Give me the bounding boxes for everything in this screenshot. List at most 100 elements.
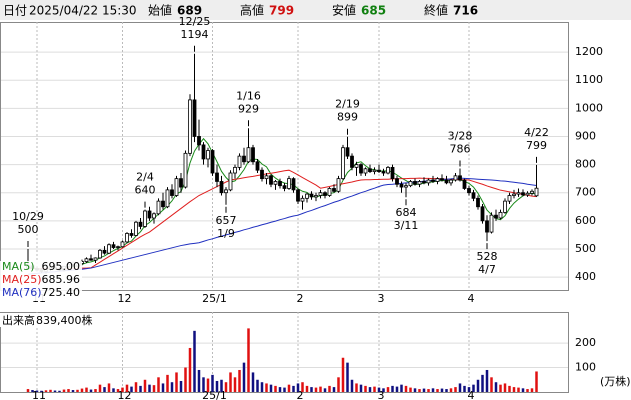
volume-bar — [364, 385, 367, 392]
candle-body — [260, 169, 264, 180]
volume-bar — [485, 369, 489, 392]
volume-bar — [346, 362, 349, 392]
volume-bar — [251, 372, 255, 392]
x-tick-label: 12 — [118, 292, 132, 305]
volume-bar — [422, 388, 426, 392]
volume-bar — [517, 387, 520, 392]
candle-body — [431, 179, 435, 182]
volume-bar — [211, 374, 214, 392]
x-tick-label: 3 — [378, 292, 385, 305]
volume-bar — [242, 362, 246, 392]
volume-bar — [521, 388, 525, 392]
volume-bar — [386, 387, 390, 392]
volume-tick-label: 100 — [575, 361, 596, 374]
volume-bar — [40, 390, 43, 392]
candle-body — [282, 185, 287, 189]
x-tick-label: 2 — [297, 389, 304, 400]
candle-body — [507, 195, 512, 202]
candle-body — [147, 210, 152, 219]
volume-bar — [35, 390, 39, 392]
candle-body — [251, 147, 255, 163]
legend-value: 695.00 — [42, 260, 81, 273]
ma-legend-box — [0, 261, 82, 301]
annotation-value: 929 — [238, 102, 259, 115]
candle-body — [111, 244, 116, 248]
volume-bar — [220, 379, 223, 392]
y-tick-label: 1100 — [575, 73, 603, 86]
high-label: 高値 — [240, 3, 264, 18]
volume-bar — [332, 387, 336, 392]
volume-bar — [76, 389, 79, 392]
candle-body — [165, 189, 170, 208]
x-tick-label: 2 — [297, 292, 304, 305]
candle-body — [395, 178, 399, 185]
candle-body — [440, 178, 444, 181]
candle-body — [161, 200, 165, 208]
volume-bar — [161, 383, 165, 392]
volume-bar — [535, 371, 538, 392]
volume-bar — [193, 330, 196, 392]
volume-latest: 839,400株 — [36, 313, 93, 327]
x-tick-label: 25/1 — [202, 292, 227, 305]
candle-body — [372, 169, 377, 173]
volume-bar — [202, 377, 205, 392]
candle-body — [318, 192, 323, 196]
candle-body — [89, 258, 93, 261]
candle-body — [458, 175, 462, 181]
volume-bar — [427, 389, 430, 392]
candle-body — [233, 166, 237, 174]
annotation-value: 684 — [396, 206, 417, 219]
volume-bar — [499, 384, 502, 392]
volume-bar — [157, 377, 160, 392]
volume-bar — [85, 387, 88, 392]
volume-bar — [44, 390, 48, 392]
candle-body — [120, 241, 125, 248]
candle-body — [93, 257, 98, 261]
volume-bar — [328, 385, 331, 392]
volume-bar — [454, 387, 457, 392]
candle-body — [453, 175, 458, 181]
volume-bar — [481, 374, 484, 392]
y-tick-label: 500 — [575, 242, 596, 255]
volume-bar — [337, 377, 340, 392]
annotation-value: 528 — [477, 250, 498, 263]
volume-bar — [112, 388, 115, 392]
candle-body — [314, 195, 318, 198]
candle-body — [480, 206, 485, 222]
candle-body — [197, 136, 201, 146]
volume-bar — [472, 384, 475, 392]
annotation-value: 786 — [450, 143, 471, 156]
volume-bar — [467, 387, 471, 392]
y-tick-label: 1200 — [575, 45, 603, 58]
volume-bar — [476, 379, 480, 392]
candle-body — [210, 150, 215, 174]
candle-body — [390, 166, 395, 180]
volume-tick-label: 200 — [575, 336, 596, 349]
volume-bar — [292, 385, 295, 392]
volume-bar — [314, 387, 318, 392]
candle-body — [183, 152, 188, 188]
legend-name: MA(5) — [2, 260, 35, 273]
candle-body — [449, 179, 453, 184]
volume-bar — [175, 372, 178, 392]
volume-bar — [31, 390, 34, 392]
annotation-date: 1/16 — [236, 89, 261, 102]
candle-body — [291, 178, 296, 191]
candle-body — [107, 244, 111, 254]
volume-bar — [116, 389, 120, 392]
low-label: 安値 — [332, 3, 356, 18]
header-bar — [0, 0, 631, 20]
candle-body — [102, 249, 107, 254]
volume-bar — [377, 387, 381, 392]
legend-value: 725.40 — [42, 286, 81, 299]
volume-bar — [449, 388, 453, 392]
volume-bar — [49, 389, 52, 392]
candle-body — [381, 171, 386, 174]
volume-bar — [170, 382, 174, 392]
annotation-value: 640 — [135, 184, 156, 197]
candle-body — [323, 192, 327, 196]
price-frame — [0, 22, 569, 291]
volume-bar — [247, 328, 250, 392]
volume-bar — [188, 347, 192, 392]
annotation-date: 12/25 — [179, 15, 211, 28]
